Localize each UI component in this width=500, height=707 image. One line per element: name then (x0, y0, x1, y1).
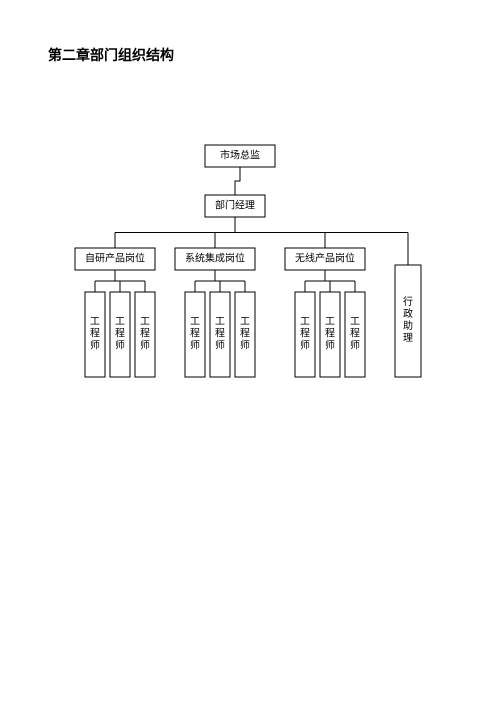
org-node-g1e3: 工程师 (135, 292, 155, 377)
edge (235, 167, 240, 195)
org-node-label: 工程师 (140, 317, 150, 352)
org-node-label: 系统集成岗位 (185, 252, 245, 265)
nodes-layer: 市场总监部门经理自研产品岗位 系统集成岗位 无线产品岗位工程师 工程师 工程师 工程师 工程… (75, 145, 421, 377)
org-node-g1e2: 工程师 (110, 292, 130, 377)
org-node-label: 行政助理 (403, 295, 413, 344)
page-title: 第二章部门组织结构 (48, 47, 174, 64)
org-node-g2e2: 工程师 (210, 292, 230, 377)
org-node-g1: 自研产品岗位 (75, 248, 155, 270)
org-node-label: 工程师 (90, 317, 100, 352)
org-node-label: 市场总监 (220, 149, 260, 162)
org-node-root: 市场总监 (205, 145, 275, 167)
org-node-mgr: 部门经理 (205, 195, 265, 217)
org-node-g3e3: 工程师 (345, 292, 365, 377)
org-node-g3e1: 工程师 (295, 292, 315, 377)
org-node-label: 自研产品岗位 (85, 252, 145, 265)
org-node-g2e3: 工程师 (235, 292, 255, 377)
org-node-label: 工程师 (350, 317, 360, 352)
org-node-g2: 系统集成岗位 (175, 248, 255, 270)
org-node-label: 工程师 (215, 317, 225, 352)
org-node-label: 工程师 (115, 317, 125, 352)
org-node-g1e1: 工程师 (85, 292, 105, 377)
org-node-label: 部门经理 (215, 199, 255, 212)
org-node-label: 工程师 (240, 317, 250, 352)
org-node-g3e2: 工程师 (320, 292, 340, 377)
org-node-label: 工程师 (300, 317, 310, 352)
org-node-admin: 行政助理 (395, 265, 421, 377)
edges-layer (95, 167, 408, 292)
org-node-label: 工程师 (325, 317, 335, 352)
org-chart: 第二章部门组织结构 市场总监部门经理自研产品岗位 系统集成岗位 无线产品岗位工程师 工… (0, 0, 500, 707)
org-node-g3: 无线产品岗位 (285, 248, 365, 270)
org-node-label: 无线产品岗位 (295, 252, 355, 265)
org-node-g2e1: 工程师 (185, 292, 205, 377)
org-node-label: 工程师 (190, 317, 200, 352)
